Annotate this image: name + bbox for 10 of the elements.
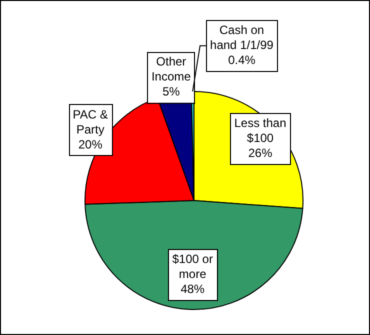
data-label: 0.4% xyxy=(228,53,256,68)
data-label: 26% xyxy=(248,146,273,160)
slice-label: Cash on hand 1/1/99 xyxy=(210,23,274,52)
data-label: 5% xyxy=(162,84,180,99)
slice-label: Other Income xyxy=(151,54,192,84)
data-label: 20% xyxy=(78,137,103,152)
slice-label: $100 or more xyxy=(172,252,213,281)
slice-label: PAC & Party xyxy=(72,107,108,136)
slice-label: Less than $100 xyxy=(234,116,286,146)
data-label: 48% xyxy=(180,282,205,296)
